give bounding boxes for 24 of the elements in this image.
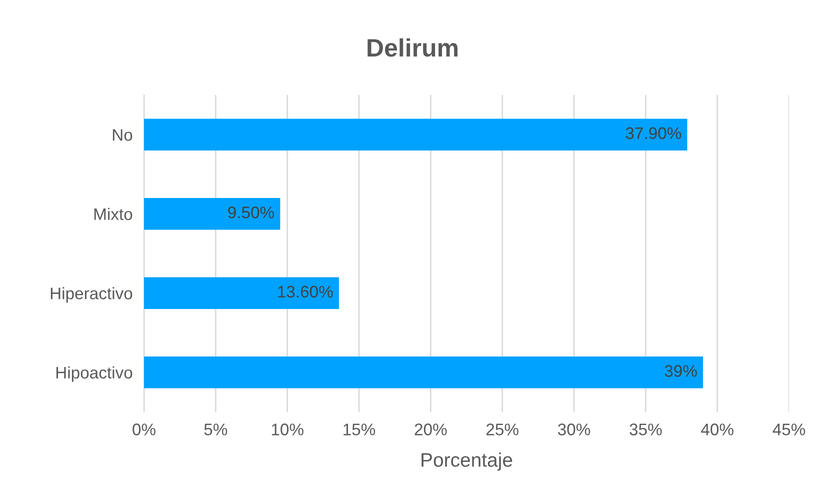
x-tick-label: 0% [132,424,156,436]
y-tick-label: Hiperactivo [50,287,132,303]
y-tick-label: Mixto [94,208,132,220]
x-tick-label: 40% [701,424,734,436]
x-tick-label: 15% [344,424,376,436]
bar [144,356,703,388]
data-label: 39% [664,365,697,377]
x-tick-label: 30% [558,424,590,436]
x-tick-label: 35% [630,424,662,436]
bar [144,118,688,150]
x-axis-title: Porcentaje [422,452,512,471]
data-label: 37.90% [626,127,682,140]
y-tick-label: No [112,129,132,141]
bar [144,277,339,309]
bar [144,198,280,230]
y-tick-label: Hipoactivo [56,366,132,382]
x-tick-label: 25% [486,424,518,436]
data-label: 13.60% [278,286,333,298]
chart-title: Delirum [368,38,458,57]
x-tick-label: 10% [272,424,304,436]
data-label: 9.50% [228,206,274,218]
x-tick-label: 20% [414,424,447,436]
x-tick-label: 45% [772,424,806,436]
x-tick-label: 5% [204,424,228,436]
